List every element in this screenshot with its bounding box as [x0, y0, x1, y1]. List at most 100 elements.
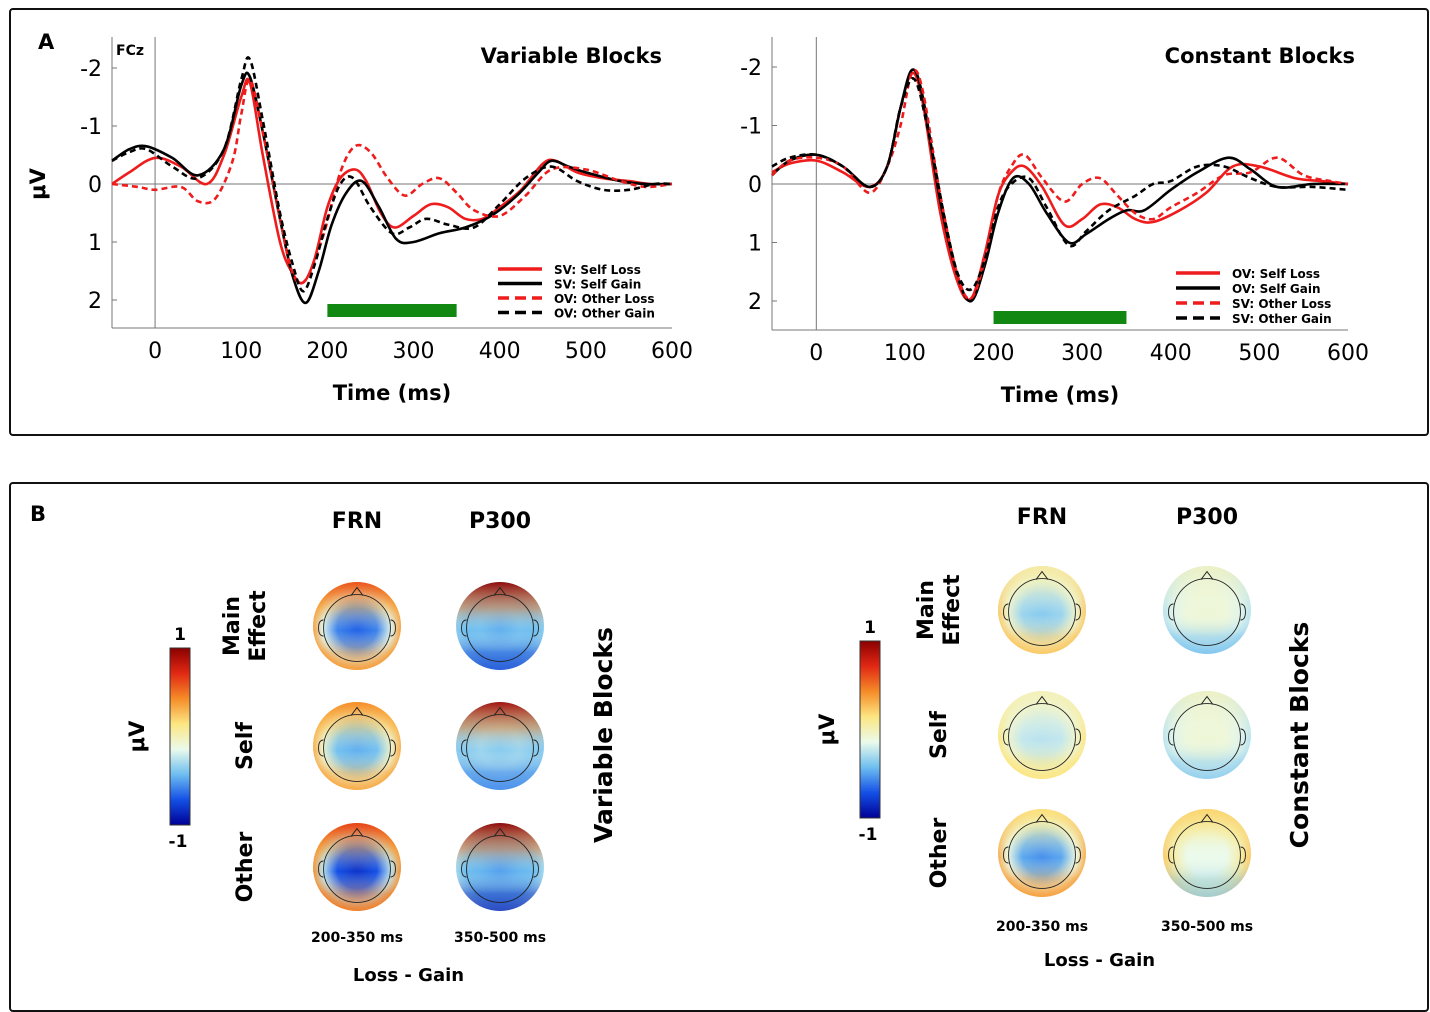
y-tick-label: -2 [740, 56, 762, 81]
head-outline [1008, 703, 1076, 771]
topo-map [1163, 809, 1251, 897]
x-tick-label: 400 [1150, 341, 1192, 366]
colorbar-min-label: -1 [169, 832, 188, 852]
head-outline [323, 714, 391, 782]
nose-outline [493, 586, 507, 596]
left-ear-outline [461, 739, 467, 757]
x-axis-label: Loss - Gain [353, 965, 464, 986]
y-tick-label: -1 [80, 115, 102, 140]
x-axis-label: Time (ms) [1001, 383, 1120, 407]
right-ear-outline [533, 619, 539, 637]
topo-overlay [313, 823, 401, 911]
row-label: Other [927, 818, 952, 889]
left-ear-outline [1168, 728, 1174, 746]
right-ear-outline [390, 619, 396, 637]
colorbar [859, 640, 881, 819]
right-ear-outline [1240, 846, 1246, 864]
nose-outline [350, 586, 364, 596]
right-ear-outline [1075, 728, 1081, 746]
head-outline [1008, 578, 1076, 646]
column-header: P300 [1176, 505, 1238, 530]
legend-entry: OV: Self Loss [1232, 267, 1320, 281]
y-tick-label: -2 [80, 57, 102, 82]
left-ear-outline [1003, 603, 1009, 621]
y-tick-label: 1 [88, 231, 102, 256]
x-tick-label: 300 [393, 339, 435, 364]
series-line [111, 71, 673, 305]
right-ear-outline [1075, 846, 1081, 864]
panel-a-label: A [38, 30, 55, 54]
topo-map [456, 823, 544, 911]
topo-overlay [456, 702, 544, 790]
colorbar-max-label: 1 [864, 618, 876, 638]
topo-map [1163, 566, 1251, 654]
nose-outline [1200, 813, 1214, 823]
topo-map [313, 582, 401, 670]
column-header: FRN [1017, 505, 1067, 530]
colorbar-unit-label: μV [815, 713, 839, 745]
y-axis-label: μV [26, 167, 50, 199]
colorbar-min-label: -1 [859, 825, 878, 845]
nose-outline [350, 827, 364, 837]
time-window-label: 200-350 ms [311, 930, 403, 946]
right-ear-outline [390, 860, 396, 878]
left-ear-outline [461, 619, 467, 637]
head-outline [323, 594, 391, 662]
erp-chart-constant: 0 100 200 300 400 500 600 -2 -1 0 1 2 Time (ms) Const… [740, 37, 1369, 407]
y-tick-label: 2 [88, 289, 102, 314]
right-ear-outline [1240, 728, 1246, 746]
left-ear-outline [1003, 728, 1009, 746]
left-ear-outline [318, 860, 324, 878]
right-ear-outline [533, 860, 539, 878]
nose-outline [1035, 813, 1049, 823]
row-label: Main [914, 580, 939, 640]
x-tick-label: 400 [479, 339, 521, 364]
topo-map [998, 691, 1086, 779]
panel-b-label: B [30, 502, 47, 526]
head-outline [1008, 821, 1076, 889]
left-ear-outline [318, 739, 324, 757]
chart-title: Constant Blocks [1165, 44, 1355, 68]
topo-overlay [998, 691, 1086, 779]
x-tick-label: 300 [1061, 341, 1103, 366]
x-tick-label: 200 [973, 341, 1015, 366]
x-axis-label: Time (ms) [333, 381, 452, 405]
significance-bar [993, 311, 1127, 324]
topo-overlay [1163, 809, 1251, 897]
x-tick-label: 100 [220, 339, 262, 364]
block-title: Variable Blocks [589, 627, 618, 843]
left-ear-outline [1168, 603, 1174, 621]
topo-map [456, 702, 544, 790]
erp-chart-variable: 0 100 200 300 400 500 600 -2 -1 0 1 2 Time (ms) μV Var… [26, 37, 693, 405]
topo-map [313, 823, 401, 911]
nose-outline [350, 706, 364, 716]
nose-outline [1035, 570, 1049, 580]
topo-overlay [456, 823, 544, 911]
time-window-label: 350-500 ms [454, 930, 546, 946]
electrode-label: FCz [116, 43, 144, 59]
column-header: P300 [469, 509, 531, 534]
head-outline [466, 835, 534, 903]
y-tick-label: 2 [748, 290, 762, 315]
column-header: FRN [332, 509, 382, 534]
head-outline [1173, 821, 1241, 889]
nose-outline [493, 827, 507, 837]
topo-map [456, 582, 544, 670]
series-line [111, 56, 673, 293]
head-outline [1173, 578, 1241, 646]
row-label: Effect [940, 574, 965, 646]
x-tick-label: 100 [884, 341, 926, 366]
time-window-label: 200-350 ms [996, 919, 1088, 935]
legend-entry: OV: Other Loss [554, 292, 655, 306]
topo-map [998, 809, 1086, 897]
legend-entry: SV: Self Loss [554, 263, 641, 277]
nose-outline [493, 706, 507, 716]
time-window-label: 350-500 ms [1161, 919, 1253, 935]
row-label: Other [233, 832, 258, 903]
topo-overlay [313, 702, 401, 790]
block-title: Constant Blocks [1285, 622, 1314, 849]
right-ear-outline [1240, 603, 1246, 621]
legend-entry: OV: Other Gain [554, 307, 655, 321]
left-ear-outline [1003, 846, 1009, 864]
